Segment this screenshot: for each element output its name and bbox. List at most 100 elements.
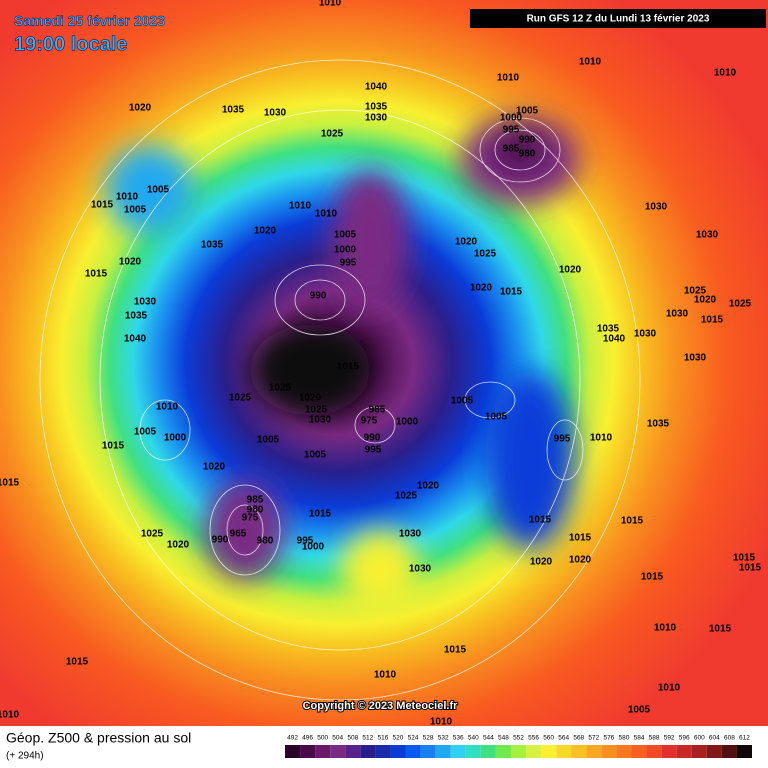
pressure-label: 1025 [321, 129, 344, 140]
scale-cell [330, 745, 346, 758]
pressure-label: 1005 [485, 412, 508, 423]
copyright: Copyright © 2023 Meteociel.fr [303, 700, 459, 712]
pressure-label: 1020 [694, 295, 717, 306]
pressure-label: 985 [247, 495, 264, 506]
scale-cell [736, 745, 752, 758]
pressure-label: 1015 [309, 509, 332, 520]
pressure-label: 1005 [124, 205, 147, 216]
pressure-label: 1030 [684, 353, 707, 364]
pressure-label: 965 [230, 529, 247, 540]
scale-label: 604 [709, 735, 720, 742]
pressure-label: 985 [369, 405, 386, 416]
scale-label: 528 [423, 735, 434, 742]
pressure-label: 1020 [203, 462, 226, 473]
pressure-label: 1005 [304, 450, 327, 461]
pressure-label: 1035 [597, 324, 620, 335]
pressure-label: 1020 [299, 393, 322, 404]
pressure-label: 1035 [125, 311, 148, 322]
footer-lead: (+ 294h) [6, 751, 44, 762]
scale-cell [616, 745, 632, 758]
pressure-label: 1000 [164, 433, 187, 444]
pressure-label: 1025 [395, 491, 418, 502]
pressure-label: 995 [297, 536, 314, 547]
pressure-label: 1010 [497, 73, 520, 84]
pressure-label: 1030 [696, 230, 719, 241]
scale-cell [435, 745, 451, 758]
scale-cell [420, 745, 436, 758]
pressure-label: 1015 [739, 563, 762, 574]
scale-label: 548 [498, 735, 509, 742]
scale-cell [721, 745, 737, 758]
pressure-label: 1015 [0, 478, 20, 489]
pressure-label: 1035 [222, 105, 245, 116]
scale-label: 520 [393, 735, 404, 742]
pressure-label: 1005 [334, 230, 357, 241]
scale-cell [390, 745, 406, 758]
pressure-label: 995 [554, 434, 571, 445]
pressure-label: 1015 [85, 269, 108, 280]
pressure-label: 1000 [500, 113, 523, 124]
pressure-label: 1000 [302, 542, 325, 553]
pressure-label: 1025 [141, 529, 164, 540]
scale-cell [285, 745, 301, 758]
pressure-label: 1030 [365, 113, 388, 124]
scale-cell [676, 745, 692, 758]
scale-cell [691, 745, 707, 758]
scale-cell [586, 745, 602, 758]
pressure-label: 1020 [530, 557, 553, 568]
pressure-label: 1040 [603, 334, 626, 345]
pressure-label: 1040 [124, 334, 147, 345]
scale-cell [571, 745, 587, 758]
pressure-label: 1015 [500, 287, 523, 298]
scale-cell [495, 745, 511, 758]
pressure-label: 1030 [134, 297, 157, 308]
pressure-label: 1015 [701, 315, 724, 326]
scale-label: 568 [573, 735, 584, 742]
pressure-label: 1025 [269, 383, 292, 394]
pressure-label: 1010 [714, 68, 737, 79]
pressure-label: 1030 [264, 108, 287, 119]
pressure-label: 1035 [647, 419, 670, 430]
pressure-label: 1005 [134, 427, 157, 438]
pressure-label: 1035 [365, 102, 388, 113]
isobars [39, 59, 641, 701]
pressure-label: 1015 [733, 553, 756, 564]
pressure-label: 1030 [409, 564, 432, 575]
pressure-label: 1025 [729, 299, 752, 310]
footer-title: Géop. Z500 & pression au sol [6, 730, 191, 746]
pressure-label: 1010 [116, 192, 139, 203]
scale-cell [556, 745, 572, 758]
pressure-label: 995 [340, 258, 357, 269]
pressure-label: 1005 [516, 106, 539, 117]
date: Samedi 25 février 2023 [14, 13, 165, 29]
pressure-label: 1015 [91, 200, 114, 211]
pressure-label: 1030 [634, 329, 657, 340]
pressure-label: 1020 [119, 257, 142, 268]
pressure-label: 1010 [319, 0, 342, 9]
scale-label: 504 [332, 735, 343, 742]
scale-label: 512 [362, 735, 373, 742]
pressure-label: 1015 [529, 515, 552, 526]
scale-cell [646, 745, 662, 758]
pressure-label: 990 [519, 135, 536, 146]
pressure-label: 1020 [254, 226, 277, 237]
scale-label: 544 [483, 735, 494, 742]
pressure-label: 1015 [102, 441, 125, 452]
pressure-label: 1025 [229, 393, 252, 404]
pressure-label: 1020 [559, 265, 582, 276]
pressure-label: 990 [212, 535, 229, 546]
pressure-label: 1020 [417, 481, 440, 492]
scale-cell [360, 745, 376, 758]
pressure-label: 1015 [641, 572, 664, 583]
scale-cell [661, 745, 677, 758]
scale-label: 592 [664, 735, 675, 742]
time: 19:00 locale [14, 33, 127, 55]
scale-label: 580 [619, 735, 630, 742]
scale-cell [601, 745, 617, 758]
scale-label: 492 [287, 735, 298, 742]
scale-label: 540 [468, 735, 479, 742]
pressure-label: 1010 [579, 57, 602, 68]
pressure-label: 1035 [201, 240, 224, 251]
scale-label: 524 [408, 735, 419, 742]
